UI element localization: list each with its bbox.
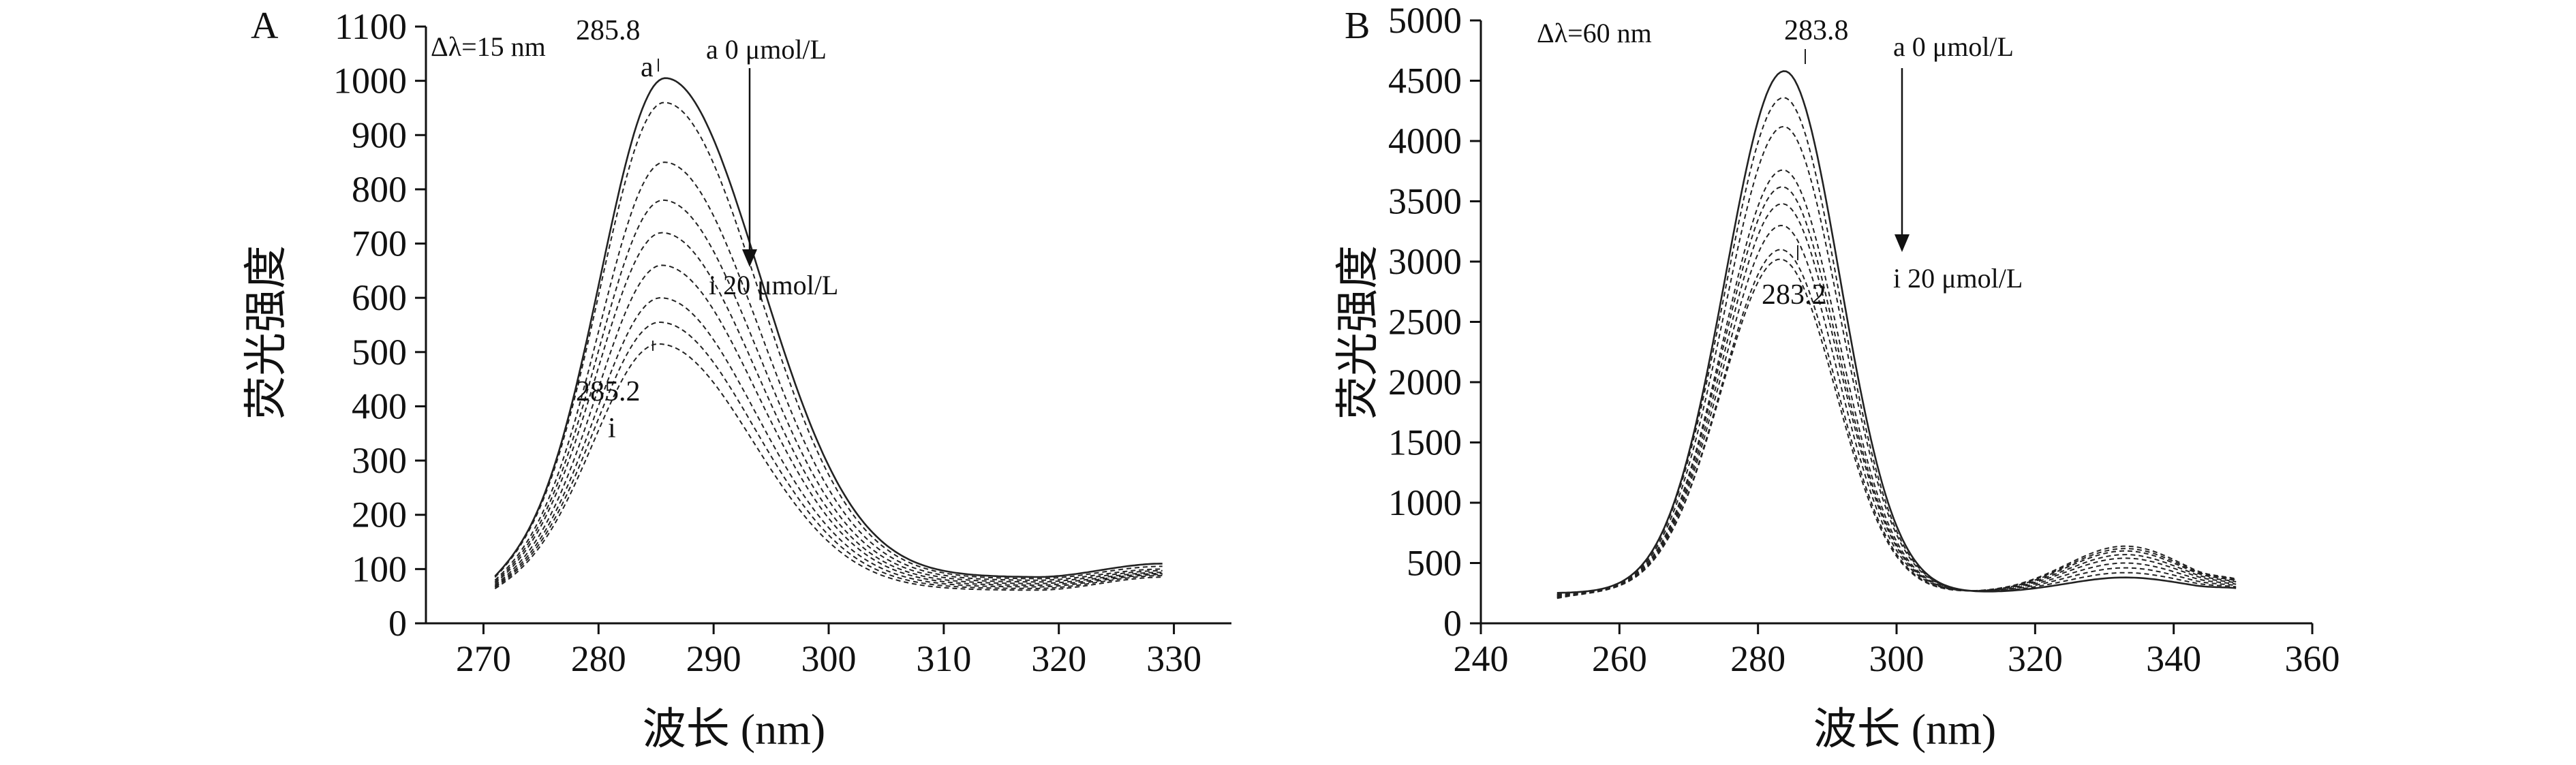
- panel-b-ylabel: 荧光强度: [1334, 245, 1382, 420]
- panel-b-y-tick-label: 2000: [1388, 362, 1462, 403]
- panel-a-letter: A: [251, 5, 279, 47]
- panel-b-y-tick-label: 2500: [1388, 302, 1462, 343]
- panel-a: A 波长 (nm) 荧光强度 270 280 290 300 310 320 330 0 100…: [242, 5, 1231, 753]
- panel-a-y-tick-label: 0: [388, 603, 407, 644]
- panel-a-curve-c: [494, 161, 1163, 581]
- panel-a-curves: [494, 77, 1163, 591]
- panel-a-y-tick-label: 900: [352, 114, 407, 155]
- panel-a-curve-h: [494, 321, 1163, 589]
- panel-b-x-tick-label: 360: [2285, 638, 2340, 679]
- panel-a-y-tick-label: 1000: [333, 61, 407, 102]
- panel-a-x-tick-label: 290: [686, 638, 741, 679]
- panel-a-conc-start: a 0 μmol/L: [706, 34, 827, 65]
- panel-a-xlabel: 波长 (nm): [643, 705, 825, 753]
- panel-b-x-tick-label: 280: [1730, 638, 1785, 679]
- panel-a-curve-b: [494, 102, 1163, 580]
- panel-a-y-tick-label: 300: [352, 440, 407, 481]
- panel-a-curve-e: [494, 232, 1163, 584]
- panel-a-y-tick-label: 200: [352, 495, 407, 535]
- panel-a-curve-d: [494, 199, 1163, 583]
- panel-a-x-tick-label: 270: [456, 638, 511, 679]
- panel-b-curve-a: [1557, 70, 2237, 594]
- panel-a-curve-a: [494, 77, 1163, 578]
- panel-a-y-tick-label: 100: [352, 548, 407, 589]
- panel-a-curve-i-label: i: [608, 413, 616, 444]
- panel-b-axes: 240 260 280 300 320 340 360 0 500 1000 1500 2000 250…: [1388, 0, 2340, 679]
- panel-b-curve-h: [1557, 249, 2237, 599]
- panel-a-y-tick-label: 500: [352, 332, 407, 373]
- panel-a-curve-i: [494, 343, 1163, 591]
- panel-b-curve-b: [1557, 97, 2237, 595]
- panel-b-peak-bottom-label: 283.2: [1762, 279, 1826, 311]
- panel-b-y-tick-label: 500: [1407, 543, 1462, 584]
- panel-b-curves: [1557, 70, 2237, 599]
- panel-b-y-tick-label: 3500: [1388, 181, 1462, 222]
- panel-a-peak-bottom-label: 285.2: [576, 376, 641, 407]
- panel-b-peak-top-label: 283.8: [1784, 15, 1849, 46]
- panel-b-letter: B: [1345, 5, 1370, 47]
- panel-a-y-tick-label: 1100: [335, 6, 407, 47]
- panel-b-conc-end: i 20 μmol/L: [1893, 263, 2023, 294]
- panel-a-axes: 270 280 290 300 310 320 330 0 100 200 300 400 500 600…: [333, 6, 1231, 679]
- panel-a-x-tick-label: 280: [571, 638, 626, 679]
- panel-a-y-tick-label: 800: [352, 169, 407, 210]
- panel-b: B 波长 (nm) 荧光强度 240 260 280 300 320 340 360 0 500…: [1334, 0, 2340, 753]
- panel-b-conc-start: a 0 μmol/L: [1893, 31, 2014, 62]
- panel-a-delta-lambda: Δλ=15 nm: [431, 31, 546, 62]
- panel-b-curve-f: [1557, 203, 2237, 597]
- panel-a-ylabel: 荧光强度: [242, 245, 290, 420]
- panel-b-x-tick-label: 240: [1454, 638, 1509, 679]
- panel-b-arrow-head: [1895, 234, 1910, 252]
- panel-b-y-tick-label: 1000: [1388, 482, 1462, 523]
- panel-b-x-tick-label: 320: [2008, 638, 2063, 679]
- panel-a-x-tick-label: 320: [1031, 638, 1086, 679]
- panel-b-y-tick-label: 4000: [1388, 121, 1462, 161]
- panel-b-curve-g: [1557, 224, 2237, 598]
- panel-a-x-tick-label: 330: [1146, 638, 1201, 679]
- panel-a-curve-a-label: a: [641, 52, 654, 83]
- panel-a-curve-g: [494, 297, 1163, 588]
- panel-b-y-tick-label: 5000: [1388, 0, 1462, 41]
- panel-b-delta-lambda: Δλ=60 nm: [1537, 18, 1652, 48]
- panel-b-xlabel: 波长 (nm): [1813, 705, 1996, 753]
- panel-a-curve-f: [494, 264, 1163, 587]
- panel-a-arrow-head: [742, 249, 757, 267]
- panel-a-x-tick-label: 310: [916, 638, 971, 679]
- panel-a-y-tick-label: 600: [352, 277, 407, 318]
- panel-b-y-tick-label: 1500: [1388, 422, 1462, 463]
- panel-b-x-tick-label: 260: [1592, 638, 1647, 679]
- panel-a-y-tick-label: 400: [352, 386, 407, 426]
- panel-b-y-tick-label: 3000: [1388, 241, 1462, 282]
- panel-b-y-tick-label: 0: [1443, 603, 1462, 644]
- panel-a-y-tick-label: 700: [352, 223, 407, 264]
- panel-a-conc-end: i 20 μmol/L: [709, 270, 838, 300]
- panel-b-curve-e: [1557, 186, 2237, 597]
- panel-b-x-tick-label: 300: [1869, 638, 1925, 679]
- panel-b-x-tick-label: 340: [2146, 638, 2201, 679]
- panel-a-peak-top-label: 285.8: [576, 15, 641, 46]
- panel-b-curve-i: [1557, 258, 2237, 599]
- panel-b-y-tick-label: 4500: [1388, 61, 1462, 102]
- panel-a-x-tick-label: 300: [801, 638, 857, 679]
